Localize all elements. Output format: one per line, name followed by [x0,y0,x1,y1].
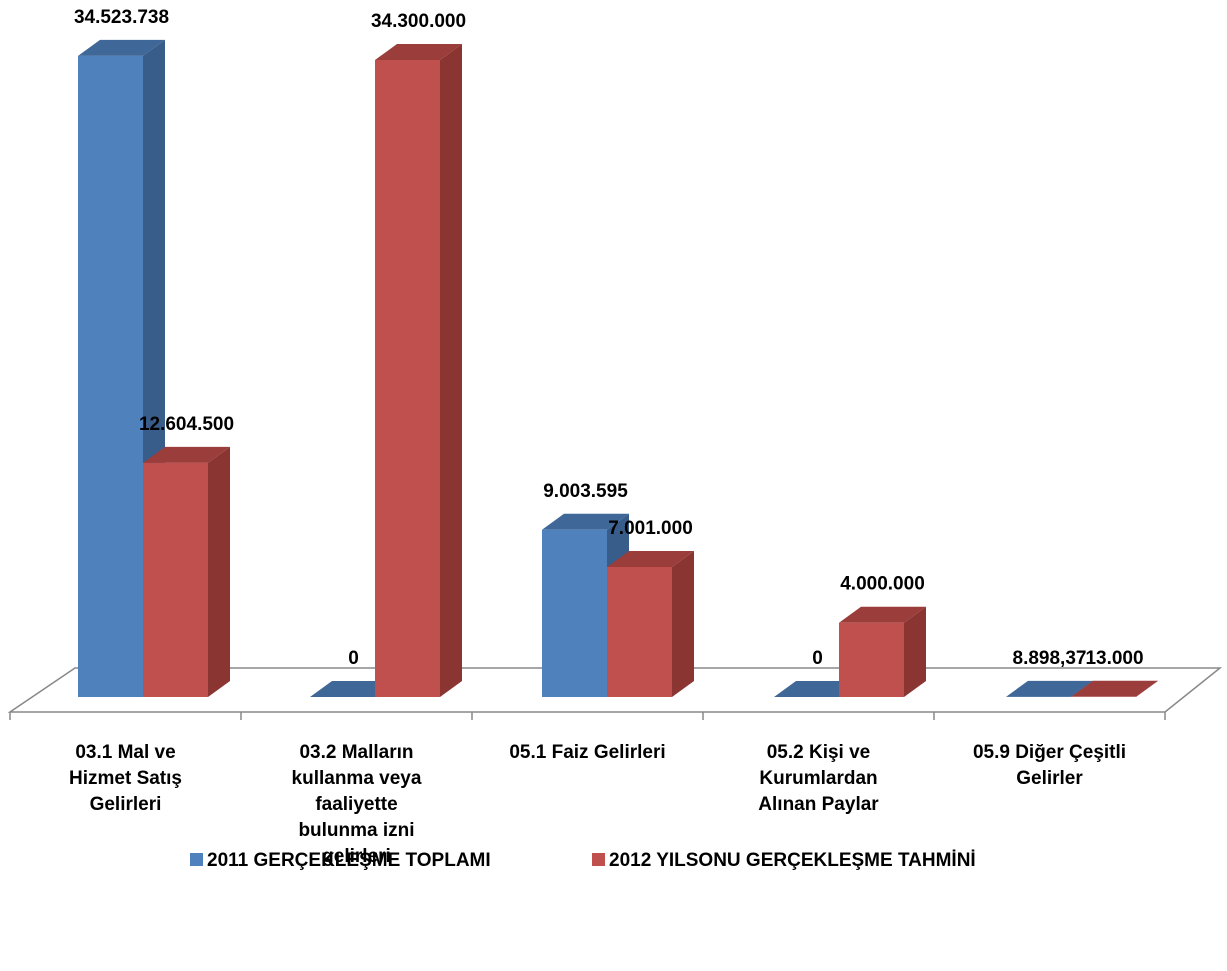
x-tick-label: 05.9 Diğer Çeşitli [973,742,1126,763]
legend-swatch [592,853,605,866]
bar-face [1006,680,1093,697]
data-label: 9.003.595 [543,481,628,502]
legend-label: 2011 GERÇEKLEŞME TOPLAMI [207,850,491,871]
bar [1071,680,1158,697]
x-tick-label: Alınan Paylar [758,794,879,815]
bar-face [904,606,926,697]
data-label: 4.000.000 [840,574,925,595]
x-tick-label: 05.2 Kişi ve [767,742,871,763]
bar-face [839,606,926,623]
x-tick-label: 03.2 Malların [299,742,413,763]
legend-swatch [190,853,203,866]
bar-face [208,446,230,697]
bar-face [1071,680,1158,697]
data-label: 7.001.000 [608,518,693,539]
x-tick-label: gelirleri [322,846,391,867]
x-tick-label: Hizmet Satış [69,768,182,789]
bar-face [542,529,607,697]
bar-face [672,550,694,697]
x-tick-label: 05.1 Faiz Gelirleri [509,742,665,763]
bar-face [607,550,694,567]
bar-face [542,513,629,530]
bar-face [78,39,165,56]
bar-face [440,44,462,697]
x-tick-label: faaliyette [315,794,397,815]
bar [607,550,694,697]
x-tick-label: Kurumlardan [759,768,877,789]
x-tick-label: kullanma veya [292,768,422,789]
bar [375,44,462,697]
bar-face [143,446,230,463]
x-tick-label: bulunma izni [298,820,414,841]
data-label: 0 [348,648,359,669]
data-label: 8.898,37 [1013,648,1087,669]
bar-face [375,44,462,60]
bar [839,606,926,697]
x-tick-label: Gelirler [1016,768,1083,789]
data-label: 13.000 [1085,648,1143,669]
x-tick-label: Gelirleri [90,794,162,815]
bar-face [1136,680,1158,697]
data-label: 34.523.738 [74,7,169,28]
bar-face [839,622,904,697]
legend-label: 2012 YILSONU GERÇEKLEŞME TAHMİNİ [609,850,976,871]
bar-face [375,60,440,697]
data-label: 0 [812,648,823,669]
bar-face [78,55,143,698]
bar-face [607,566,672,697]
bar [143,446,230,697]
data-label: 34.300.000 [371,11,466,32]
x-tick-label: 03.1 Mal ve [75,742,175,763]
bar-face [143,462,208,697]
data-label: 12.604.500 [139,414,234,435]
